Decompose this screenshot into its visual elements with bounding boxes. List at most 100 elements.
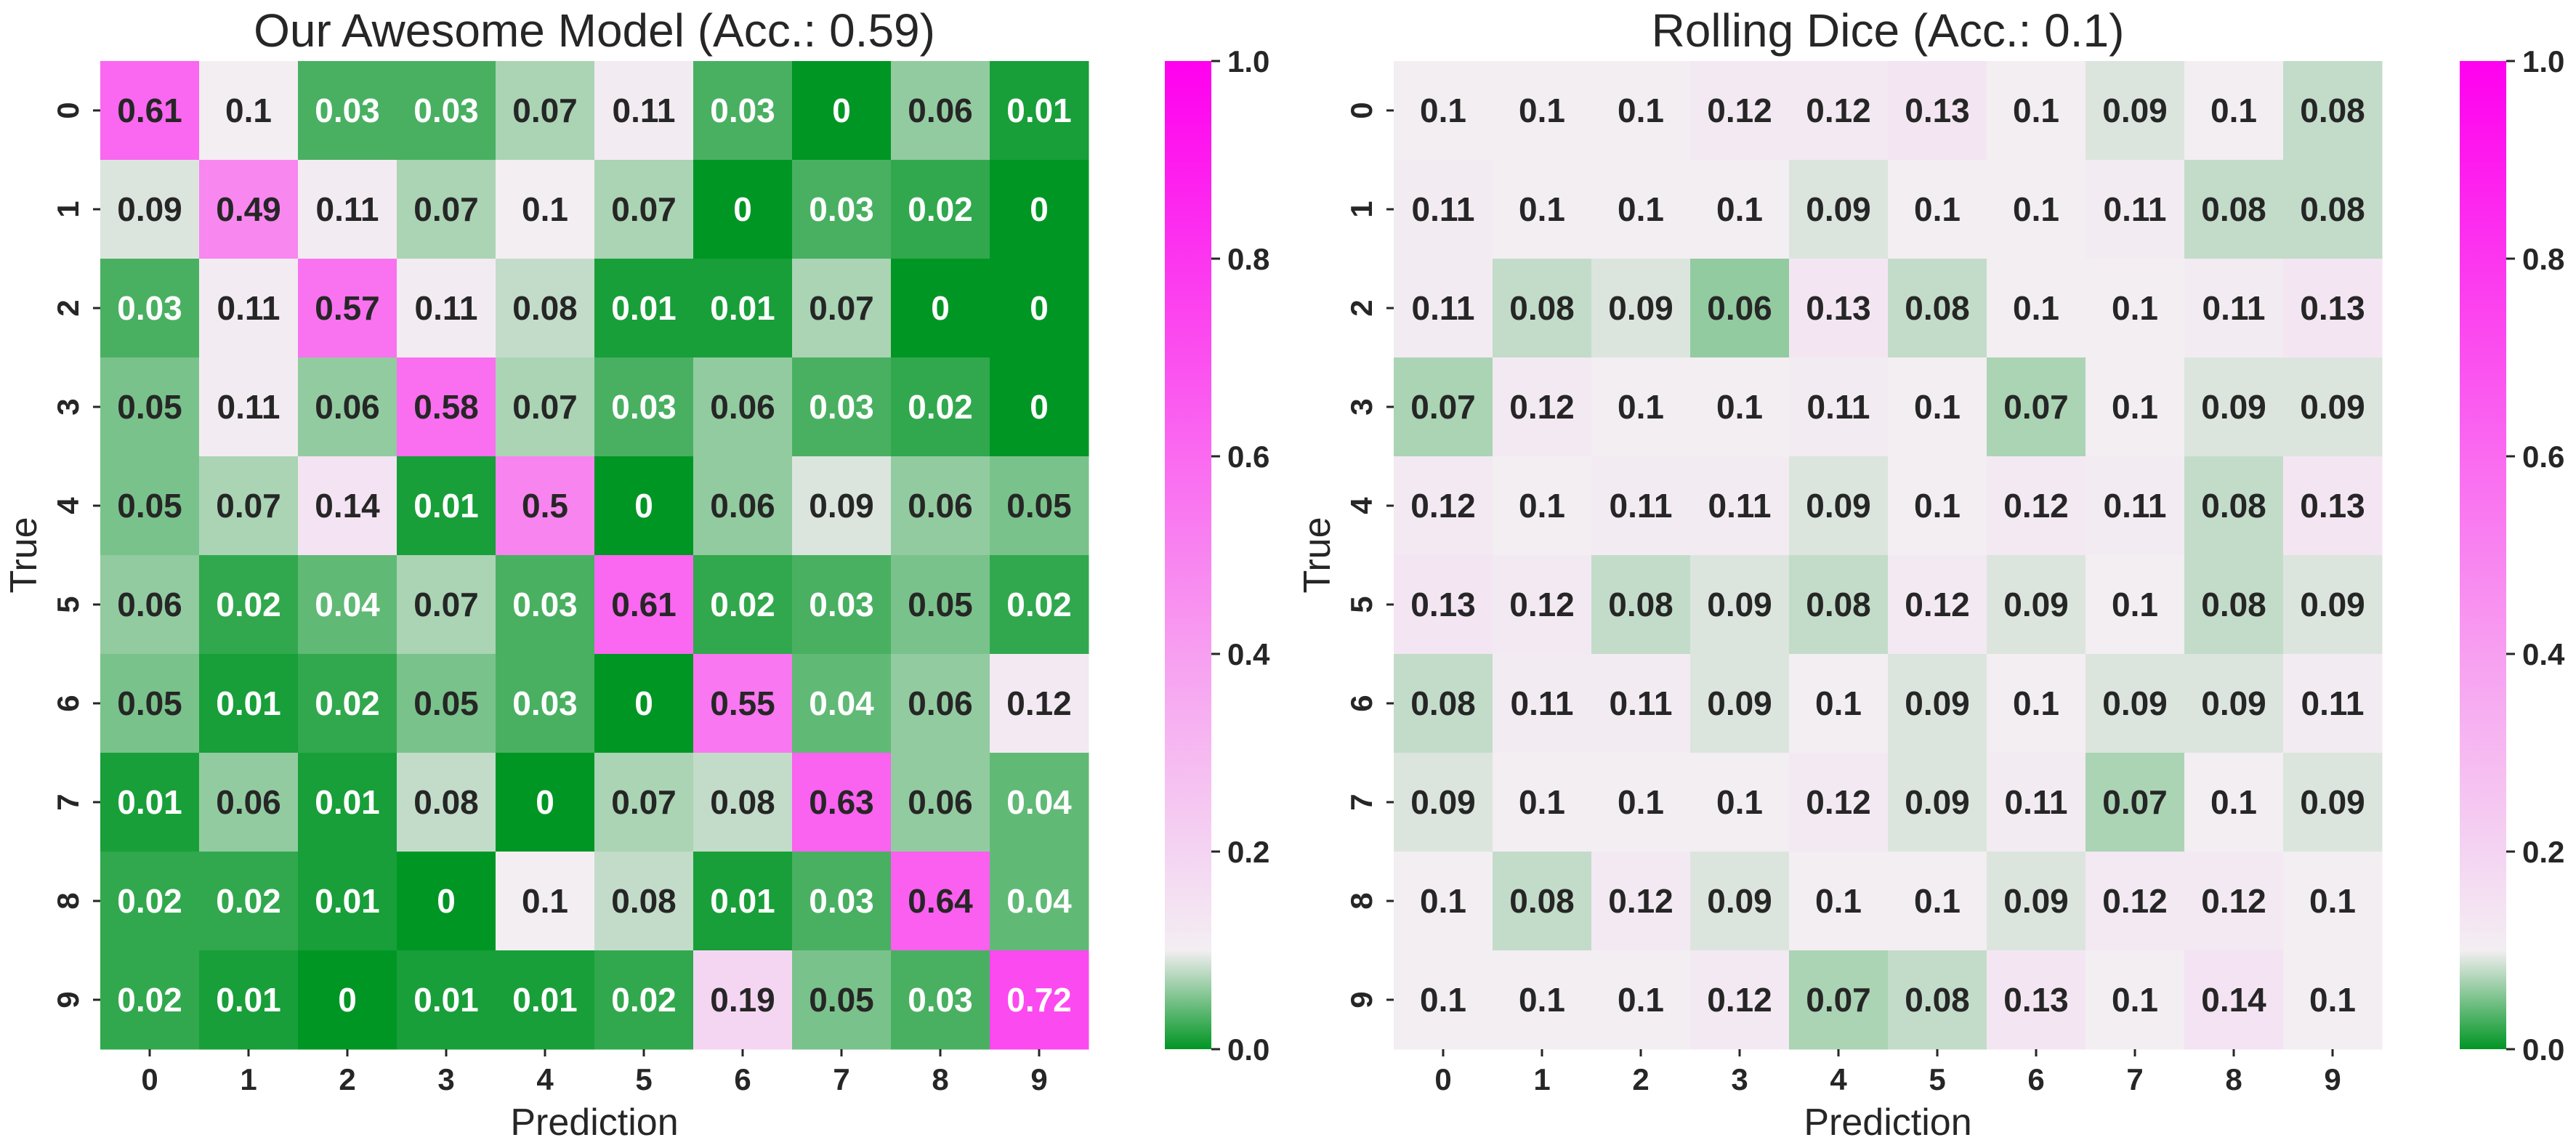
heatmap-cell: [1987, 160, 2086, 259]
cell-value-label: 0.07: [611, 190, 677, 228]
heatmap-cell: [792, 555, 892, 655]
heatmap-cell: [199, 753, 299, 852]
heatmap-cell: [792, 259, 892, 358]
cell-value-label: 0.12: [1410, 487, 1476, 525]
cell-value-label: 0.09: [1806, 487, 1871, 525]
cell-value-label: 0: [437, 882, 456, 920]
cell-value-label: 0.11: [2104, 190, 2167, 228]
x-tick-label: 5: [635, 1062, 652, 1096]
heatmap-cell: [1394, 753, 1493, 852]
cell-value-label: 0.1: [1618, 92, 1664, 129]
cell-value-label: 0.12: [1707, 981, 1772, 1019]
heatmap-cell: [1987, 555, 2086, 655]
cell-value-label: 0.02: [1006, 586, 1072, 623]
cell-value-label: 0.1: [2112, 289, 2158, 327]
y-tick-label: 9: [1344, 991, 1378, 1008]
heatmap-cell: [2086, 555, 2185, 655]
cell-value-label: 0.01: [413, 487, 479, 525]
heatmap-cell: [2184, 259, 2284, 358]
y-tick-label: 3: [1344, 398, 1378, 415]
heatmap-cell: [199, 555, 299, 655]
heatmap-cell: [2184, 61, 2284, 161]
heatmap-cell: [298, 852, 397, 951]
heatmap-cell: [298, 753, 397, 852]
cell-value-label: 0.09: [2003, 586, 2069, 623]
cell-value-label: 0.1: [2013, 684, 2059, 722]
x-tick-label: 4: [536, 1062, 554, 1096]
cell-value-label: 0.11: [613, 92, 676, 129]
cell-value-label: 0.06: [908, 684, 973, 722]
heatmap-cell: [1591, 852, 1691, 951]
cell-value-label: 0.12: [1806, 783, 1871, 821]
heatmap-cell: [1591, 160, 1691, 259]
heatmap-cell: [693, 654, 793, 753]
x-tick-label: 1: [240, 1062, 257, 1096]
y-tick-label: 6: [1344, 695, 1378, 711]
cell-value-label: 0.02: [117, 882, 182, 920]
heatmap-cell: [1690, 160, 1790, 259]
heatmap-cell: [496, 950, 595, 1050]
cell-value-label: 0.11: [316, 190, 379, 228]
heatmap-cell: [891, 555, 990, 655]
heatmap-cell: [298, 950, 397, 1050]
y-tick-label: 9: [51, 991, 85, 1008]
cell-value-label: 0.04: [315, 586, 380, 623]
cell-value-label: 0.1: [2013, 190, 2059, 228]
cell-value-label: 0.12: [1905, 586, 1970, 623]
heatmap-cell: [891, 753, 990, 852]
cell-value-label: 0.19: [710, 981, 775, 1019]
cell-value-label: 0.12: [1608, 882, 1673, 920]
cell-value-label: 0.01: [710, 289, 775, 327]
cell-value-label: 0.13: [2003, 981, 2069, 1019]
colorbar-tick-label: 0.2: [1227, 835, 1269, 869]
cell-value-label: 0.11: [2301, 684, 2365, 722]
heatmap-cell: [1591, 555, 1691, 655]
heatmap-cell: [2184, 950, 2284, 1050]
cell-value-label: 0.09: [117, 190, 182, 228]
heatmap-cell: [693, 61, 793, 161]
heatmap-cell: [397, 654, 496, 753]
cell-value-label: 0.11: [1511, 684, 1574, 722]
heatmap-cell: [1394, 61, 1493, 161]
cell-value-label: 0.1: [2210, 783, 2257, 821]
cell-value-label: 0.01: [216, 981, 281, 1019]
heatmap-cell: [2086, 950, 2185, 1050]
heatmap-cell: [100, 950, 200, 1050]
heatmap-cell: [1987, 456, 2086, 556]
heatmap-cell: [693, 357, 793, 457]
cell-value-label: 0.08: [1509, 289, 1575, 327]
cell-value-label: 0.03: [315, 92, 380, 129]
cell-value-label: 0.09: [1905, 783, 1970, 821]
heatmap-cell: [990, 259, 1089, 358]
cell-value-label: 0.09: [2300, 586, 2365, 623]
heatmap-cell: [199, 357, 299, 457]
cell-value-label: 0.08: [1608, 586, 1673, 623]
heatmap-cell: [1690, 654, 1790, 753]
heatmap-cell: [397, 753, 496, 852]
cell-value-label: 0.03: [809, 882, 874, 920]
heatmap-cell: [594, 852, 694, 951]
heatmap-cell: [100, 160, 200, 259]
y-tick-label: 5: [1344, 596, 1378, 613]
cell-value-label: 0.1: [2309, 882, 2356, 920]
heatmap-cell: [199, 654, 299, 753]
cell-value-label: 0.08: [1410, 684, 1476, 722]
x-tick-label: 5: [1929, 1062, 1945, 1096]
cell-value-label: 0.01: [710, 882, 775, 920]
heatmap-panel-2: Rolling Dice (Acc.: 0.1)0.1 0.1 0.1 0.12 0.1…: [1296, 4, 2565, 1144]
cell-value-label: 0.11: [1610, 487, 1673, 525]
heatmap-cell: [1789, 950, 1889, 1050]
heatmap-cell: [792, 950, 892, 1050]
x-axis-label: Prediction: [510, 1101, 678, 1144]
cell-value-label: 0.08: [1905, 981, 1970, 1019]
cell-value-label: 0: [1030, 289, 1049, 327]
cell-value-label: 0.02: [611, 981, 677, 1019]
cell-value-label: 0.03: [908, 981, 973, 1019]
heatmap-cell: [2086, 61, 2185, 161]
cell-value-label: 0.1: [522, 882, 568, 920]
cell-value-label: 0.1: [1716, 783, 1763, 821]
heatmap-cell: [2086, 259, 2185, 358]
y-tick-label: 1: [51, 201, 85, 217]
cell-value-label: 0.1: [1420, 92, 1466, 129]
cell-value-label: 0.03: [809, 388, 874, 426]
